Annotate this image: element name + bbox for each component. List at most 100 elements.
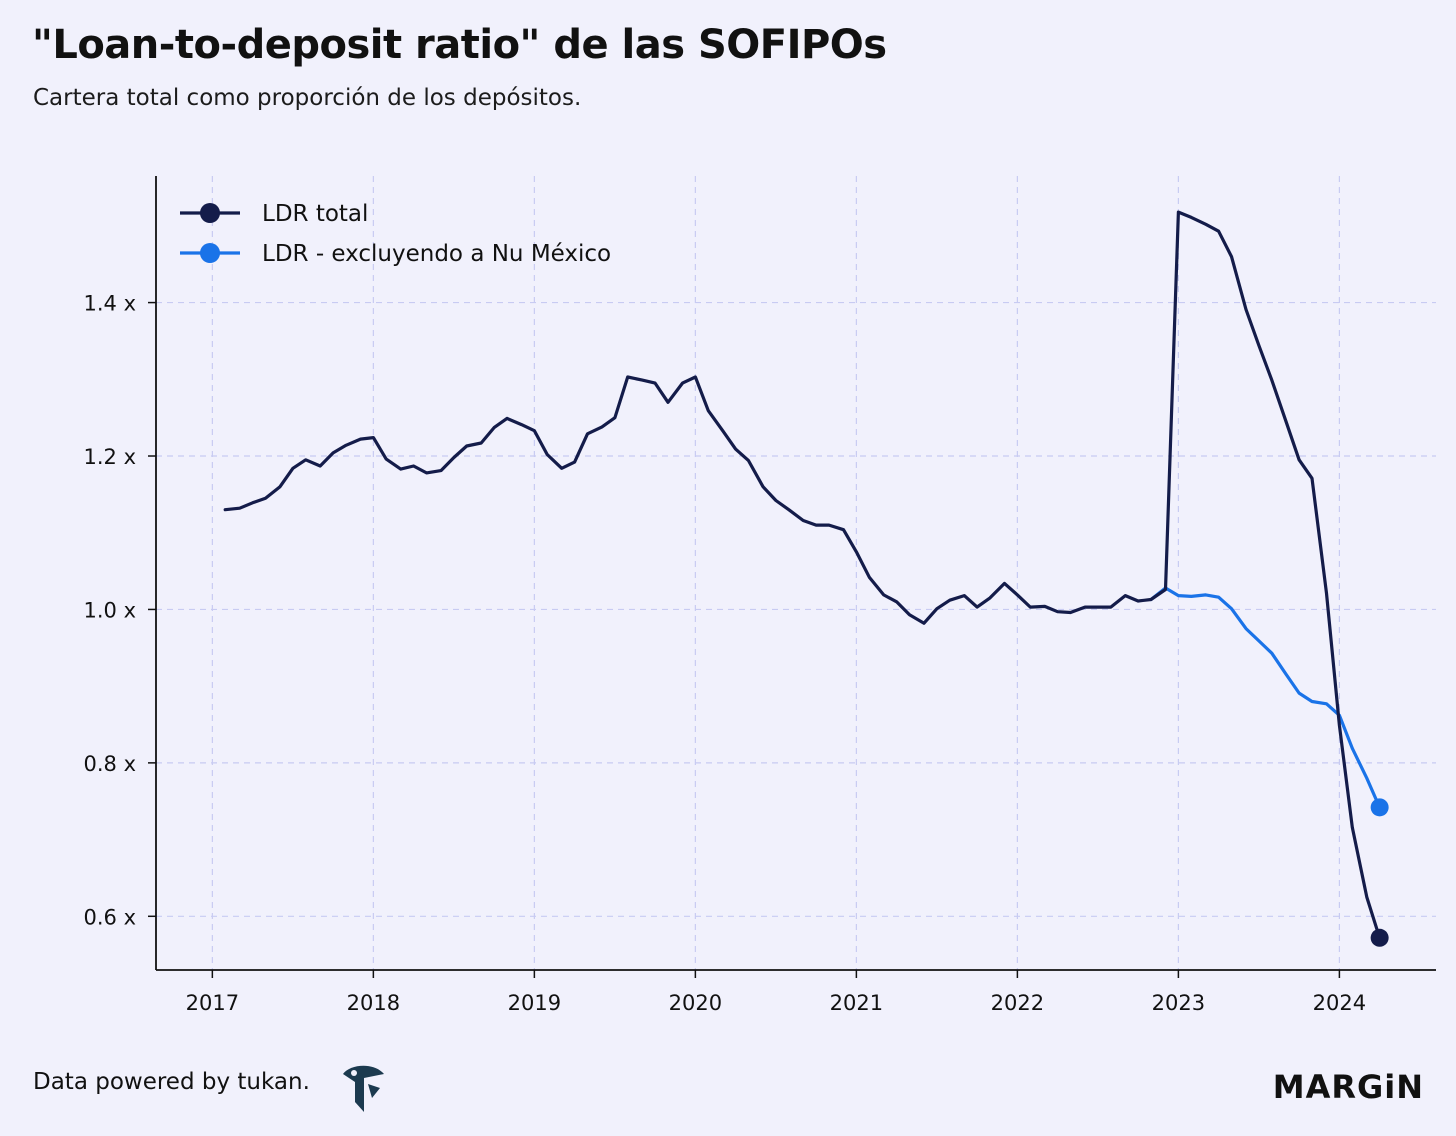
ldr-total-point (947, 598, 952, 603)
ldr-total-point (1269, 378, 1274, 383)
legend: LDR total LDR - excluyendo a Nu México (180, 201, 611, 267)
ldr-total-point (424, 470, 429, 475)
ldr-total-point (1350, 825, 1355, 830)
ldr-excl-nu-point (1189, 594, 1194, 599)
legend-ldr-total-swatch-marker (200, 203, 220, 223)
ldr-excl-nu-point (1256, 638, 1261, 643)
ldr-total-point (1068, 610, 1073, 615)
ldr-total-point (371, 435, 376, 440)
ldr-total-point (572, 460, 577, 465)
ldr-total-point (1042, 604, 1047, 609)
ldr-excl-nu-point (1216, 595, 1221, 600)
ldr-total-point (237, 506, 242, 511)
ldr-total-point (504, 416, 509, 421)
ldr-total-point (1244, 307, 1249, 312)
ldr-total-point (680, 381, 685, 386)
ldr-total-point (1176, 210, 1181, 215)
y-tick-label: 0.6 x (84, 905, 137, 929)
x-tick-label: 2019 (508, 991, 561, 1015)
ldr-total-point (1015, 592, 1020, 597)
ldr-total-point (1337, 723, 1342, 728)
chart-subtitle: Cartera total como proporción de los dep… (33, 85, 582, 111)
ldr-excl-nu-point (1269, 651, 1274, 656)
ldr-total-point (1284, 420, 1289, 425)
ldr-total-point (1203, 222, 1208, 227)
x-tick-label: 2021 (830, 991, 883, 1015)
legend-ldr-total-label: LDR total (262, 201, 368, 227)
ldr-excl-nu-point (1350, 746, 1355, 751)
ldr-total-point (1297, 457, 1302, 462)
ldr-total-point (867, 575, 872, 580)
axes: 2017 2018 2019 2020 2021 2022 2023 2024 0.6 x 0.8… (84, 176, 1436, 1015)
ldr-total-point (640, 378, 645, 383)
chart-title: "Loan-to-deposit ratio" de las SOFIPOs (32, 22, 887, 68)
ldr-total-point (827, 523, 832, 528)
ldr-total-point (786, 507, 791, 512)
ldr-total-line (223, 210, 1382, 940)
ldr-total-point (1108, 605, 1113, 610)
ldr-total-point (773, 498, 778, 503)
margin-logo: MARGiN (1272, 1068, 1424, 1106)
ldr-total-point (1136, 599, 1141, 604)
ldr-excl-nu-point (1229, 606, 1234, 611)
tukan-bird-icon (343, 1065, 384, 1112)
ldr-total-point (1189, 215, 1194, 220)
ldr-total-point (1002, 581, 1007, 586)
ldr-total-point (1095, 605, 1100, 610)
ldr-total-point (841, 527, 846, 532)
y-tick-label: 0.8 x (84, 752, 137, 776)
ldr-total-point (277, 484, 282, 489)
ldr-total-point (263, 496, 268, 501)
ldr-excl-nu-point (1203, 592, 1208, 597)
y-tick-label: 1.4 x (84, 292, 137, 316)
ldr-total-point (720, 428, 725, 433)
ldr-total-point (1216, 229, 1221, 234)
ldr-total-point (1364, 895, 1369, 900)
ldr-total-point (519, 422, 524, 427)
ldr-total-point (693, 374, 698, 379)
series-lines (223, 210, 1389, 947)
ldr-excl-nu-line (1149, 586, 1382, 809)
ldr-total-point (223, 507, 228, 512)
ldr-total-point (733, 447, 738, 452)
ldr-total-point (1229, 254, 1234, 259)
ldr-total-point (479, 440, 484, 445)
y-tick-label: 1.0 x (84, 598, 137, 622)
ldr-total-point (1149, 597, 1154, 602)
ldr-total-point (343, 443, 348, 448)
gridlines (156, 176, 1436, 970)
x-tick-label: 2022 (991, 991, 1044, 1015)
ldr-total-point (492, 425, 497, 430)
ldr-excl-nu-point (1364, 776, 1369, 781)
ldr-excl-nu-end-marker (1370, 798, 1389, 817)
ldr-total-point (599, 424, 604, 429)
ldr-total-point (934, 606, 939, 611)
x-tick-label: 2018 (347, 991, 400, 1015)
ldr-total-point (384, 457, 389, 462)
ldr-total-point (746, 458, 751, 463)
ldr-total-point (962, 593, 967, 598)
ldr-total-point (250, 500, 255, 505)
ldr-total-point (625, 374, 630, 379)
ldr-total-point (881, 592, 886, 597)
ldr-excl-nu-point (1324, 701, 1329, 706)
ldr-total-point (585, 431, 590, 436)
x-tick-label: 2017 (186, 991, 239, 1015)
x-tick-label: 2024 (1313, 991, 1366, 1015)
ldr-total-point (358, 437, 363, 442)
data-credit: Data powered by tukan. (33, 1069, 310, 1095)
ldr-total-point (801, 518, 806, 523)
ldr-total-point (1324, 591, 1329, 596)
ldr-total-point (854, 549, 859, 554)
ldr-total-point (653, 381, 658, 386)
ldr-total-point (894, 599, 899, 604)
ldr-excl-nu-point (1176, 593, 1181, 598)
ldr-total-point (303, 457, 308, 462)
ldr-total-point (612, 415, 617, 420)
ldr-excl-nu-point (1297, 691, 1302, 696)
ldr-total-point (559, 466, 564, 471)
ldr-total-point (398, 467, 403, 472)
ldr-total-point (318, 463, 323, 468)
ldr-total-point (814, 523, 819, 528)
ldr-excl-nu-point (1244, 626, 1249, 631)
